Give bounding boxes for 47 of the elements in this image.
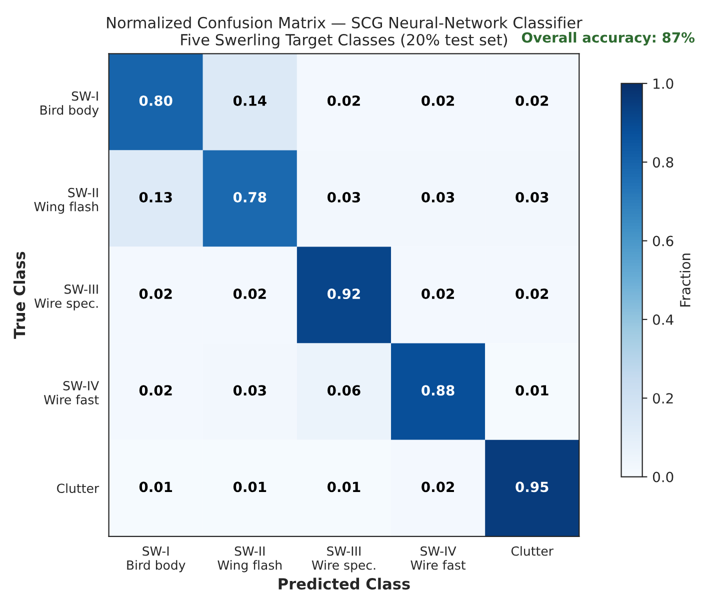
data-label: 0.14: [233, 95, 266, 106]
data-label: 0.03: [422, 192, 454, 202]
color-bar-label: 0.2: [652, 393, 673, 404]
data-label: 0.02: [422, 288, 454, 300]
x-tick-label: SW-II Wing flash: [218, 546, 282, 572]
x-tick-label: SW-III Wire spec.: [312, 546, 376, 572]
data-label: 0.78: [233, 192, 266, 202]
data-label: 0.03: [233, 385, 266, 396]
data-label: 0.02: [516, 95, 548, 106]
color-bar-label: 0.0: [652, 472, 674, 482]
data-label: 0.02: [139, 288, 172, 300]
data-label: 0.01: [139, 482, 172, 492]
data-label: 0.01: [328, 482, 360, 492]
data-label: 0.03: [516, 192, 548, 202]
y-tick-label: SW-I Bird body: [40, 91, 99, 118]
data-label: 0.02: [516, 288, 548, 300]
data-label: 0.02: [422, 95, 454, 106]
color-bar-title: Fraction: [680, 254, 690, 306]
y-tick-label: SW-III Wire spec.: [34, 284, 98, 310]
data-label: 0.95: [516, 482, 548, 492]
chart-title: Normalized Confusion Matrix — SCG Neural-Network Classifier: [107, 16, 582, 28]
data-label: 0.02: [139, 385, 172, 396]
y-tick-label: SW-II Wing flash: [34, 188, 98, 214]
y-tick-label: SW-IV Wire fast: [44, 380, 99, 404]
x-tick-label: SW-IV Wire fast: [410, 546, 466, 570]
data-label: 0.01: [516, 385, 548, 396]
text: Overall accuracy: 87%: [522, 32, 695, 46]
data-label: 0.02: [422, 482, 454, 492]
data-label: 0.88: [422, 385, 454, 396]
data-label: 0.02: [233, 288, 266, 300]
data-label: 0.13: [139, 192, 172, 202]
data-label: 0.06: [328, 385, 360, 396]
x-tick-label: SW-I Bird body: [127, 546, 186, 572]
color-bar-label: 1.0: [654, 78, 674, 89]
data-label: 0.92: [328, 288, 360, 300]
x-tick-label: Clutter: [511, 546, 554, 556]
data-label: 0.02: [328, 95, 360, 106]
data-label: 0.03: [328, 192, 360, 202]
data-label: 0.01: [233, 482, 266, 492]
data-label: 0.80: [139, 95, 172, 106]
y-tick-label: Clutter: [57, 483, 100, 494]
y-axis-title: True Class: [13, 252, 26, 339]
color-bar-label: 0.6: [652, 236, 674, 246]
x-axis-title: Predicted Class: [278, 578, 410, 590]
color-bar-label: 0.4: [652, 314, 674, 325]
chart-subtitle: Five Swerling Target Classes (20% test set): [181, 34, 507, 48]
color-bar-label: 0.8: [652, 157, 674, 168]
